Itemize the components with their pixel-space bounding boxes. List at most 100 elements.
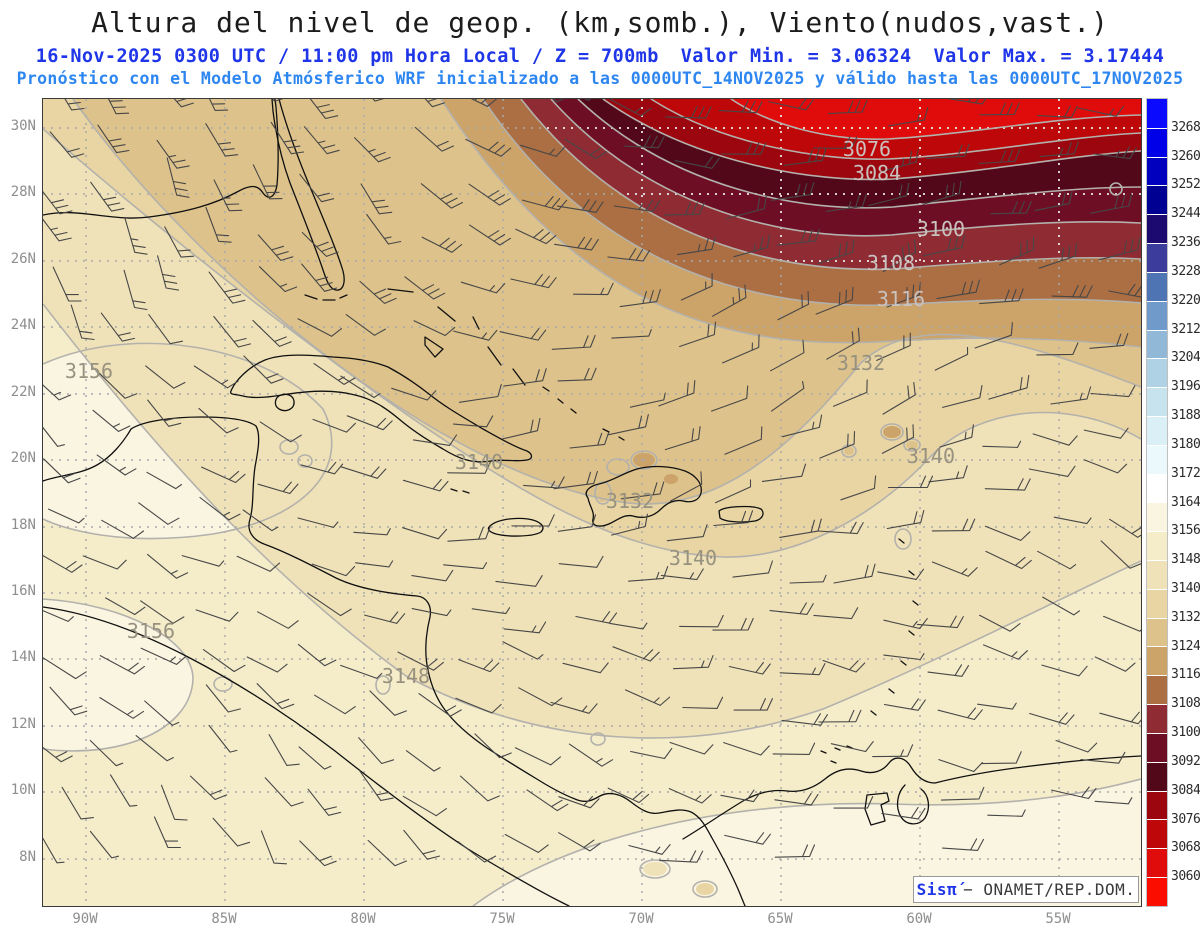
wind-barb: [815, 286, 854, 315]
wind-barb: [372, 99, 385, 102]
wind-barb: [402, 527, 448, 540]
coast-southamerica: [682, 755, 1141, 840]
wind-barb: [43, 837, 65, 864]
coast-florida: [271, 99, 345, 291]
wind-barb: [301, 263, 338, 292]
colorbar-cell: [1147, 243, 1167, 272]
wind-barb: [364, 611, 406, 624]
colorbar-label: 3100: [1171, 725, 1200, 741]
wind-barb: [303, 126, 340, 155]
wind-barb: [554, 236, 599, 251]
wind-barb: [307, 592, 352, 617]
colorbar-label: 3244: [1171, 206, 1200, 222]
colorbar-label: 3140: [1171, 580, 1200, 596]
lat-label: 14N: [10, 649, 36, 665]
colorbar-cell: [1147, 876, 1167, 906]
coast-campeche: [43, 428, 132, 482]
wind-barb: [557, 514, 597, 532]
wind-barb: [457, 841, 497, 863]
wind-barb: [813, 607, 859, 620]
wind-barb: [812, 136, 858, 149]
wind-barb: [840, 475, 877, 501]
colorbar: [1146, 98, 1168, 907]
wind-barb: [564, 138, 608, 160]
contour-lines: [43, 99, 1141, 906]
wind-barb: [1037, 550, 1077, 570]
wind-barb: [609, 99, 652, 117]
lat-label: 18N: [10, 517, 36, 533]
wind-barb: [49, 686, 88, 716]
lon-label: 65W: [767, 911, 793, 927]
wind-barb: [89, 830, 120, 859]
wind-barb: [82, 555, 127, 570]
wind-barb: [710, 385, 749, 412]
wind-barb: [153, 816, 181, 849]
lesser-antilles: [450, 488, 919, 764]
wind-barb: [979, 614, 1021, 632]
wind-barb: [979, 102, 1020, 116]
wind-barb: [776, 228, 820, 246]
colorbar-label: 3228: [1171, 263, 1200, 279]
colorbar-cell: [1147, 732, 1167, 762]
colorbar-cell: [1147, 185, 1167, 215]
wind-barb: [140, 647, 187, 665]
colorbar-cell: [1147, 271, 1167, 301]
wind-barb: [260, 830, 288, 865]
wind-barb: [1036, 342, 1079, 356]
wind-barb: [340, 664, 383, 679]
colorbar-label: 3260: [1171, 148, 1200, 164]
wind-barb: [443, 562, 488, 570]
wind-barb: [984, 525, 1031, 541]
colorbar-label: 3220: [1171, 292, 1200, 308]
wind-barb: [504, 833, 549, 853]
colorbar-label: 3252: [1171, 177, 1200, 193]
wind-barb: [779, 663, 826, 676]
wind-barb: [1032, 433, 1078, 446]
wind-barb: [770, 380, 805, 412]
wind-barb: [43, 657, 87, 680]
wind-barb: [1103, 615, 1141, 632]
wind-barb: [1098, 237, 1141, 261]
wind-barb: [672, 655, 714, 670]
wind-barb: [526, 789, 569, 812]
wind-barb: [833, 796, 874, 809]
wind-barb: [181, 555, 225, 567]
wind-barb: [1038, 243, 1078, 269]
valid-time-text: 16-Nov-2025 0300 UTC / 11:00 pm Hora Loc…: [35, 46, 659, 67]
wind-barb: [979, 288, 1024, 305]
contour-label: 3132: [837, 351, 885, 375]
value-min: Valor Min. = 3.06324: [680, 46, 912, 67]
wind-barb: [43, 555, 83, 573]
wind-barb: [609, 622, 648, 630]
wind-barb: [147, 399, 182, 427]
wind-barb: [974, 322, 1013, 349]
wind-barb: [503, 621, 547, 634]
wind-barb: [123, 269, 148, 311]
wind-barb: [558, 555, 604, 568]
colorbar-cell: [1147, 560, 1167, 589]
wind-barb: [940, 786, 985, 801]
wind-barb: [499, 328, 547, 341]
wind-barb: [868, 182, 910, 207]
wind-barb: [213, 315, 252, 348]
wind-barb: [520, 144, 566, 157]
colorbar-cell: [1147, 415, 1167, 445]
coast-gulf: [43, 99, 279, 219]
wind-barb: [679, 614, 724, 628]
wind-barb: [299, 840, 337, 867]
lat-label: 26N: [10, 251, 36, 267]
wind-barb: [43, 218, 72, 242]
colorbar-cell: [1147, 300, 1167, 330]
lon-label: 60W: [906, 911, 932, 927]
colorbar-label: 3236: [1171, 235, 1200, 251]
wind-barb: [243, 355, 284, 384]
contour-label: 3116: [877, 287, 925, 311]
wind-barb: [297, 517, 339, 528]
colorbar-label: 3132: [1171, 609, 1200, 625]
wind-barb: [346, 415, 393, 431]
wind-barb: [777, 291, 810, 321]
wind-barb: [937, 707, 983, 721]
wind-barb: [942, 838, 985, 851]
wind-barb: [309, 99, 339, 120]
